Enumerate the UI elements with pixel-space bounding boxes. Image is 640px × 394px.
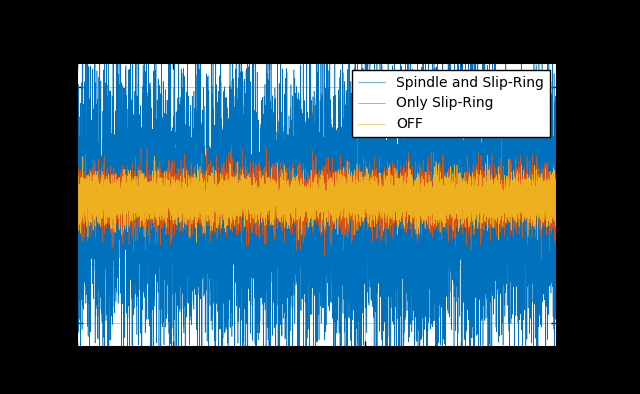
OFF bbox=[93, 207, 100, 212]
OFF bbox=[308, 209, 316, 214]
Spindle and Slip-Ring bbox=[553, 161, 561, 165]
Line: Spindle and Slip-Ring: Spindle and Slip-Ring bbox=[77, 0, 557, 394]
Only Slip-Ring bbox=[553, 221, 561, 226]
OFF bbox=[527, 188, 535, 193]
OFF bbox=[167, 199, 175, 203]
Spindle and Slip-Ring bbox=[308, 161, 316, 166]
Only Slip-Ring bbox=[527, 212, 535, 217]
OFF bbox=[102, 199, 109, 204]
Spindle and Slip-Ring bbox=[75, 249, 83, 254]
Line: Only Slip-Ring: Only Slip-Ring bbox=[77, 130, 557, 258]
Only Slip-Ring bbox=[93, 197, 100, 201]
OFF bbox=[75, 186, 83, 190]
Only Slip-Ring bbox=[102, 192, 109, 197]
OFF bbox=[193, 240, 200, 245]
OFF bbox=[553, 199, 561, 204]
Only Slip-Ring bbox=[538, 256, 545, 260]
Only Slip-Ring bbox=[167, 196, 175, 201]
OFF bbox=[483, 153, 491, 158]
Line: OFF: OFF bbox=[77, 155, 557, 242]
Only Slip-Ring bbox=[353, 128, 361, 132]
Only Slip-Ring bbox=[75, 195, 83, 199]
OFF bbox=[73, 193, 81, 197]
Spindle and Slip-Ring bbox=[73, 170, 81, 175]
Spindle and Slip-Ring bbox=[527, 176, 535, 180]
Spindle and Slip-Ring bbox=[102, 231, 109, 236]
Legend: Spindle and Slip-Ring, Only Slip-Ring, OFF: Spindle and Slip-Ring, Only Slip-Ring, O… bbox=[352, 70, 550, 137]
Only Slip-Ring bbox=[73, 207, 81, 212]
Spindle and Slip-Ring bbox=[93, 181, 100, 186]
Spindle and Slip-Ring bbox=[167, 206, 175, 211]
Only Slip-Ring bbox=[308, 177, 316, 181]
